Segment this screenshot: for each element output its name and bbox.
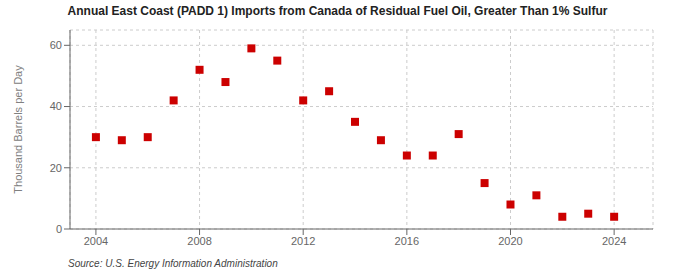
svg-text:2020: 2020 — [498, 235, 522, 247]
svg-text:2008: 2008 — [187, 235, 211, 247]
html-text:Annual East Coast (PADD 1) Imp: Annual East Coast (PADD 1) Imports from … — [67, 4, 608, 18]
svg-text:40: 40 — [50, 100, 62, 112]
svg-text:60: 60 — [50, 39, 62, 51]
svg-text:2016: 2016 — [395, 235, 419, 247]
svg-text:2012: 2012 — [291, 235, 315, 247]
svg-text:2004: 2004 — [84, 235, 108, 247]
svg-text:20: 20 — [50, 162, 62, 174]
svg-text:2024: 2024 — [602, 235, 626, 247]
svg-text:Thousand Barrels per Day: Thousand Barrels per Day — [12, 65, 24, 194]
svg-text:0: 0 — [56, 223, 62, 235]
html-text:Source: U.S. Energy Informatio: Source: U.S. Energy Information Administ… — [68, 258, 278, 269]
